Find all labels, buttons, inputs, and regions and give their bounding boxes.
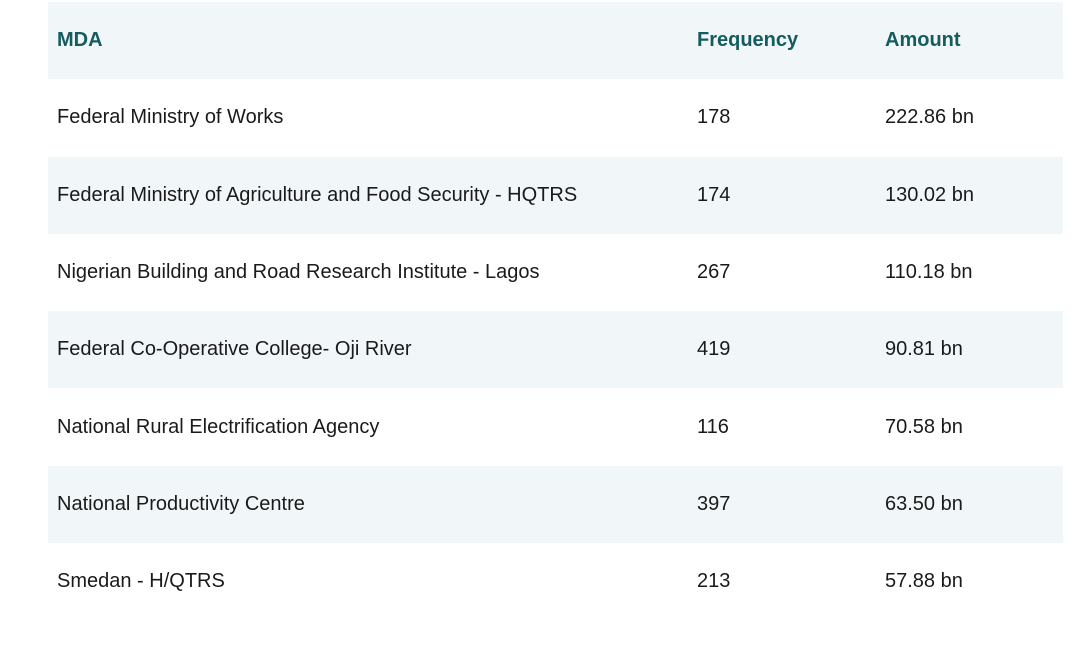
cell-amount: 130.02 bn xyxy=(885,183,974,206)
cell-amount: 90.81 bn xyxy=(885,338,963,361)
header-frequency: Frequency xyxy=(697,29,799,52)
table-row: Federal Ministry of Works 178 222.86 bn xyxy=(48,79,1063,156)
cell-frequency: 419 xyxy=(697,338,731,361)
table-row: Smedan - H/QTRS 213 57.88 bn xyxy=(48,543,1063,620)
cell-mda: National Productivity Centre xyxy=(57,492,305,515)
table-row: National Productivity Centre 397 63.50 b… xyxy=(48,465,1063,544)
cell-mda: National Rural Electrification Agency xyxy=(57,415,380,438)
cell-frequency: 267 xyxy=(697,261,731,284)
cell-amount: 110.18 bn xyxy=(885,261,973,284)
cell-mda: Smedan - H/QTRS xyxy=(57,570,225,593)
cell-amount: 63.50 bn xyxy=(885,492,963,515)
cell-mda: Federal Ministry of Agriculture and Food… xyxy=(57,183,578,206)
cell-frequency: 178 xyxy=(697,106,731,129)
table-row: Federal Ministry of Agriculture and Food… xyxy=(48,156,1063,234)
header-amount: Amount xyxy=(885,29,961,52)
cell-frequency: 116 xyxy=(697,415,729,438)
cell-amount: 222.86 bn xyxy=(885,106,974,129)
cell-frequency: 174 xyxy=(697,183,731,206)
mda-table: MDA Frequency Amount Federal Ministry of… xyxy=(48,2,1063,620)
table-row: National Rural Electrification Agency 11… xyxy=(48,388,1063,465)
cell-amount: 57.88 bn xyxy=(885,570,963,593)
cell-amount: 70.58 bn xyxy=(885,415,963,438)
cell-frequency: 397 xyxy=(697,492,731,515)
table-header-row: MDA Frequency Amount xyxy=(48,2,1063,80)
header-mda: MDA xyxy=(57,29,103,52)
cell-mda: Nigerian Building and Road Research Inst… xyxy=(57,261,540,284)
cell-mda: Federal Ministry of Works xyxy=(57,106,284,129)
table-row: Nigerian Building and Road Research Inst… xyxy=(48,234,1063,311)
cell-mda: Federal Co-Operative College- Oji River xyxy=(57,338,412,361)
cell-frequency: 213 xyxy=(697,570,731,593)
table-row: Federal Co-Operative College- Oji River … xyxy=(48,311,1063,389)
